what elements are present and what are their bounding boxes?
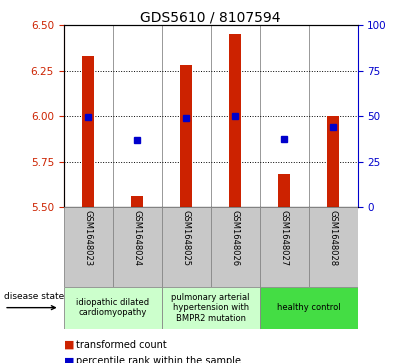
Text: pulmonary arterial
hypertension with
BMPR2 mutation: pulmonary arterial hypertension with BMP… [171,293,250,323]
Bar [162,207,211,287]
Bar [131,196,143,207]
Text: GSM1648028: GSM1648028 [328,210,337,266]
Bar [64,207,113,287]
Bar [82,56,94,207]
Bar [309,207,358,287]
Text: GSM1648025: GSM1648025 [182,210,191,266]
Bar [113,207,162,287]
Text: percentile rank within the sample: percentile rank within the sample [76,356,241,363]
Bar [327,116,339,207]
Text: ■: ■ [64,356,74,363]
Text: GSM1648026: GSM1648026 [231,210,240,266]
Bar [211,207,260,287]
Bar [260,287,358,329]
Text: transformed count: transformed count [76,340,167,350]
Bar [278,174,290,207]
Text: disease state: disease state [4,292,65,301]
Bar [64,287,162,329]
Bar [180,65,192,207]
Text: GSM1648023: GSM1648023 [84,210,93,266]
Title: GDS5610 / 8107594: GDS5610 / 8107594 [141,10,281,24]
Text: GSM1648027: GSM1648027 [279,210,289,266]
Bar [162,287,260,329]
Text: healthy control: healthy control [277,303,340,312]
Text: ■: ■ [64,340,74,350]
Bar [229,34,241,207]
Text: GSM1648024: GSM1648024 [133,210,142,266]
Text: idiopathic dilated
cardiomyopathy: idiopathic dilated cardiomyopathy [76,298,149,317]
Bar [260,207,309,287]
